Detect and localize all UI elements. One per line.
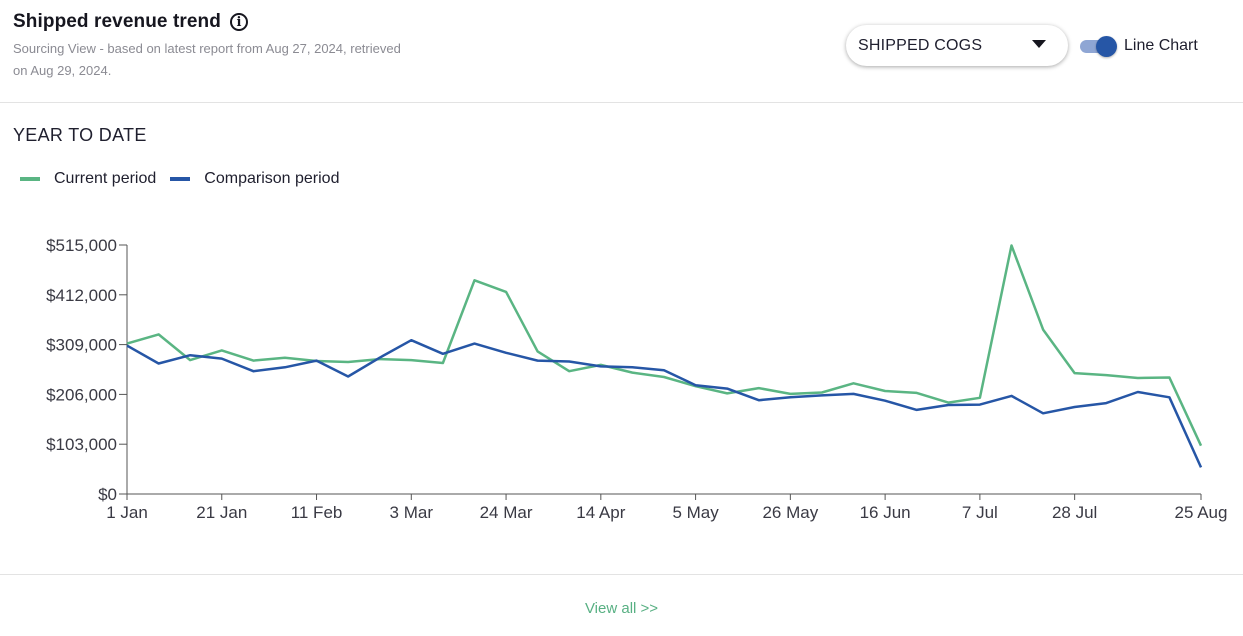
legend-item-current[interactable]: Current period <box>20 170 156 188</box>
metric-dropdown-value: SHIPPED COGS <box>858 37 983 54</box>
x-tick-label: 5 May <box>672 503 719 522</box>
report-subtitle: Sourcing View - based on latest report f… <box>13 41 401 78</box>
legend-label-comparison: Comparison period <box>204 170 340 187</box>
y-tick-label: $0 <box>98 485 117 504</box>
toggle-label: Line Chart <box>1124 37 1198 54</box>
x-tick-label: 26 May <box>762 503 818 522</box>
y-tick-label: $206,000 <box>46 385 117 404</box>
metric-dropdown[interactable]: SHIPPED COGS <box>846 25 1068 66</box>
y-tick-label: $412,000 <box>46 286 117 305</box>
line-chart: $0 $103,000 $206,000 $309,000 $412,000 $515,0… <box>46 236 1228 522</box>
x-tick-label: 16 Jun <box>860 503 911 522</box>
x-tick-label: 7 Jul <box>962 503 998 522</box>
x-tick-label: 14 Apr <box>576 503 625 522</box>
y-tick-label: $103,000 <box>46 435 117 454</box>
toggle-knob <box>1096 36 1117 57</box>
legend-swatch-current <box>20 177 40 181</box>
view-all-link[interactable]: View all >> <box>584 600 659 617</box>
caret-down-icon <box>1032 40 1046 48</box>
series-line-current-period <box>126 244 1203 447</box>
chart-legend: Current period Comparison period <box>20 170 353 188</box>
x-tick-label: 11 Feb <box>291 503 343 522</box>
info-icon[interactable]: i <box>229 13 248 31</box>
x-tick-label: 28 Jul <box>1052 503 1097 522</box>
x-tick-label: 1 Jan <box>106 503 148 522</box>
x-tick-label: 25 Aug <box>1175 503 1228 522</box>
x-tick-label: 21 Jan <box>196 503 247 522</box>
page-title: Shipped revenue trend <box>13 11 221 32</box>
x-tick-label: 24 Mar <box>480 503 533 522</box>
series-line-comparison-period <box>126 338 1203 468</box>
legend-item-comparison[interactable]: Comparison period <box>170 170 339 188</box>
legend-swatch-comparison <box>170 177 191 181</box>
chart-header: Shipped revenue trend i Sourcing View - … <box>0 0 1243 103</box>
footer-divider <box>0 574 1243 575</box>
line-chart-toggle[interactable] <box>1080 36 1118 57</box>
section-title: YEAR TO DATE <box>13 125 147 145</box>
title-row: Shipped revenue trend i <box>13 11 248 33</box>
x-tick-label: 3 Mar <box>390 503 434 522</box>
legend-label-current: Current period <box>54 170 157 187</box>
y-tick-label: $309,000 <box>46 336 117 355</box>
y-tick-label: $515,000 <box>46 236 117 255</box>
